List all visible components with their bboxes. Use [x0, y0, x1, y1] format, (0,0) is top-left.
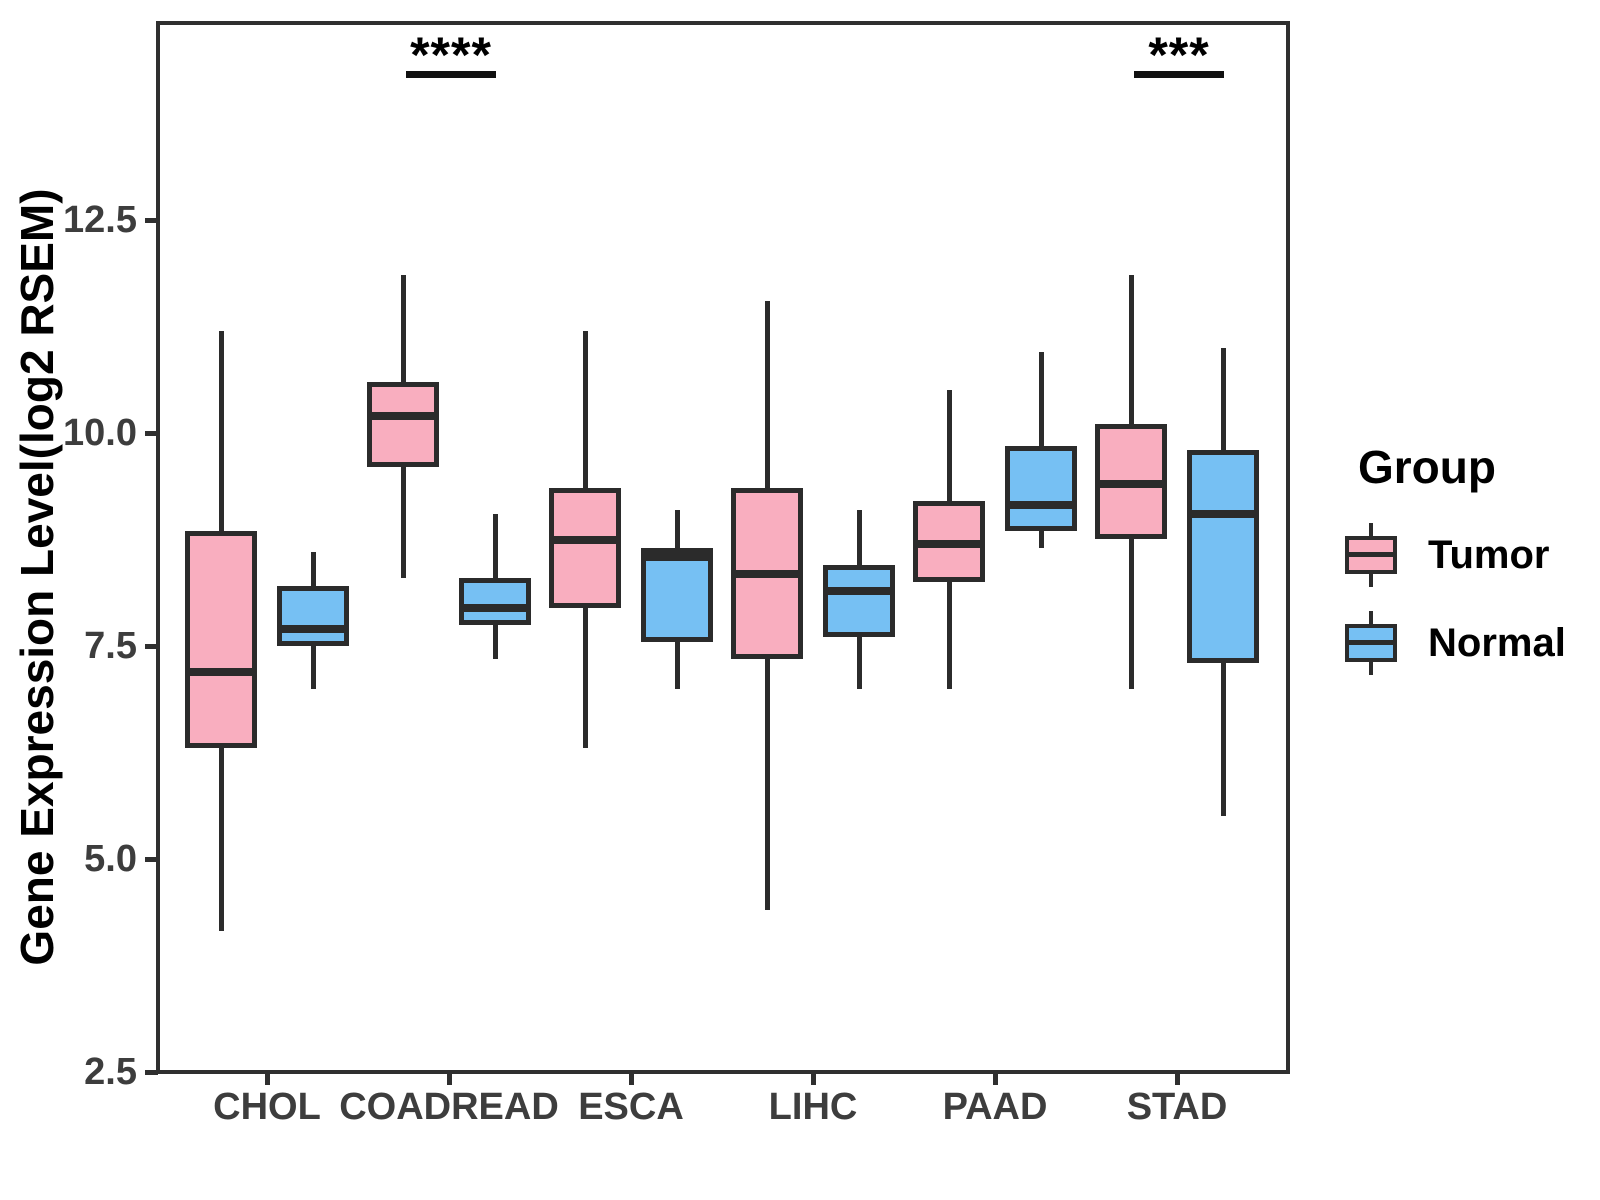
x-tick-mark	[264, 1072, 270, 1085]
legend-items: Tumor Normal	[1330, 522, 1590, 676]
legend-item-normal: Normal	[1330, 610, 1590, 676]
legend-item-tumor: Tumor	[1330, 522, 1590, 588]
legend-label: Normal	[1428, 620, 1566, 665]
legend-key-normal-boxplot-icon	[1338, 610, 1404, 676]
box-lihc-normal-median	[823, 586, 895, 595]
box-coadread-normal-median	[459, 603, 531, 612]
box-coadread-tumor	[367, 381, 439, 468]
x-category-label: COADREAD	[339, 1086, 559, 1128]
x-tick-mark	[1174, 1072, 1180, 1085]
box-esca-normal-median	[641, 552, 713, 561]
box-chol-normal	[277, 586, 349, 646]
x-category-label: LIHC	[768, 1086, 858, 1128]
box-stad-normal	[1187, 450, 1259, 664]
y-axis-title: Gene Expression Level(log2 RSEM)	[11, 188, 63, 966]
x-tick-mark	[810, 1072, 816, 1085]
x-category-label: CHOL	[213, 1086, 321, 1128]
box-stad-normal-median	[1187, 509, 1259, 518]
box-chol-tumor	[185, 530, 257, 749]
box-coadread-normal	[459, 577, 531, 625]
y-tick-mark	[145, 217, 158, 223]
x-tick-mark	[992, 1072, 998, 1085]
box-paad-normal	[1005, 445, 1077, 531]
box-chol-normal-median	[277, 624, 349, 633]
plot-panel	[156, 21, 1290, 1074]
legend-title: Group	[1358, 441, 1496, 493]
legend: Group Tumor Normal	[1330, 440, 1590, 698]
x-category-label: ESCA	[578, 1086, 684, 1128]
box-lihc-normal	[823, 565, 895, 638]
y-tick-label: 10.0	[63, 412, 137, 454]
legend-key-tumor-boxplot-icon	[1338, 522, 1404, 588]
x-tick-mark	[446, 1072, 452, 1085]
box-esca-normal	[641, 548, 713, 642]
x-tick-mark	[628, 1072, 634, 1085]
y-tick-label: 2.5	[84, 1051, 137, 1093]
y-tick-mark	[145, 643, 158, 649]
box-lihc-tumor-median	[731, 569, 803, 578]
y-tick-label: 7.5	[84, 625, 137, 667]
box-chol-tumor-median	[185, 667, 257, 676]
significance-bar	[406, 71, 496, 78]
box-paad-normal-median	[1005, 501, 1077, 510]
box-stad-tumor-median	[1095, 480, 1167, 489]
y-tick-mark	[145, 430, 158, 436]
box-coadread-tumor-median	[367, 411, 439, 420]
x-category-label: STAD	[1126, 1086, 1228, 1128]
significance-bar	[1134, 71, 1224, 78]
box-esca-tumor	[549, 488, 621, 608]
x-category-label: PAAD	[942, 1086, 1048, 1128]
y-tick-label: 12.5	[63, 199, 137, 241]
y-tick-mark	[145, 856, 158, 862]
box-paad-tumor-median	[913, 539, 985, 548]
box-esca-tumor-median	[549, 535, 621, 544]
legend-label: Tumor	[1428, 532, 1550, 577]
y-tick-mark	[145, 1069, 158, 1075]
y-tick-label: 5.0	[84, 838, 137, 880]
